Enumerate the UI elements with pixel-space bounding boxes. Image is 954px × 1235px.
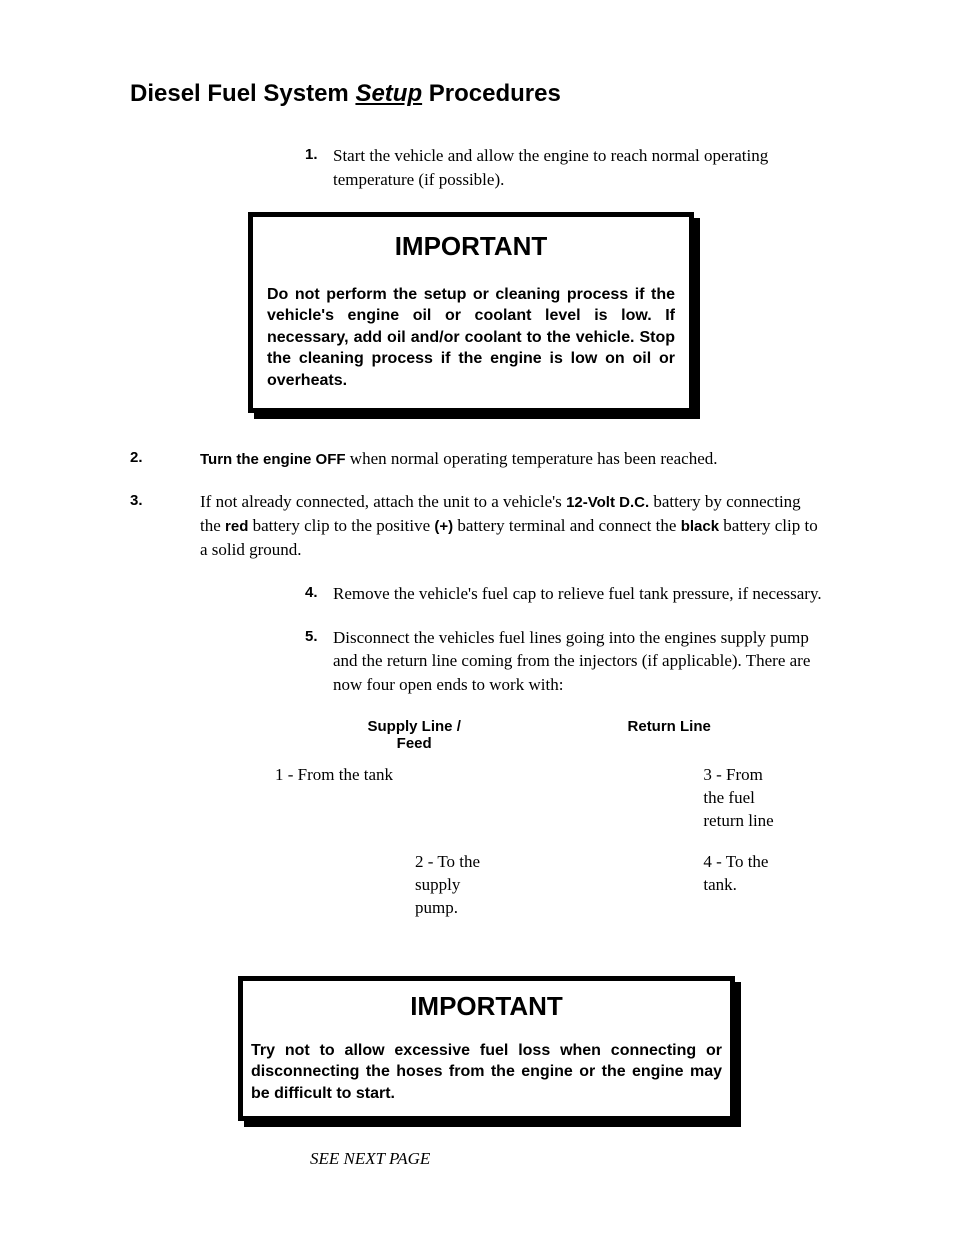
callout-2-body: Try not to allow excessive fuel loss whe… — [251, 1040, 722, 1105]
step-4-body: Remove the vehicle's fuel cap to relieve… — [333, 582, 824, 606]
callout-1-heading: IMPORTANT — [267, 231, 675, 262]
cell-return-2: 4 - To the tank. — [553, 849, 785, 936]
return-header-text: Return Line — [624, 718, 714, 735]
cell-supply-1: 1 - From the tank — [275, 762, 553, 849]
step-1: 1. Start the vehicle and allow the engin… — [305, 144, 824, 192]
title-suffix: Procedures — [422, 80, 561, 107]
page-title: Diesel Fuel System Setup Procedures — [130, 80, 824, 108]
step-3-body: If not already connected, attach the uni… — [200, 490, 824, 561]
table-row: 2 - To the supply pump. 4 - To the tank. — [275, 849, 785, 936]
document-page: Diesel Fuel System Setup Procedures 1. S… — [0, 0, 954, 1235]
col-supply-header: Supply Line / Feed — [275, 717, 553, 762]
step-5-number: 5. — [305, 626, 333, 647]
table-header-row: Supply Line / Feed Return Line — [275, 717, 785, 762]
step-1-body: Start the vehicle and allow the engine t… — [333, 144, 824, 192]
step-2-lead: Turn the engine OFF — [200, 451, 346, 468]
s3-g: + — [439, 518, 448, 535]
line-table: Supply Line / Feed Return Line 1 - From … — [275, 717, 785, 936]
supply-1-text: 1 - From the tank — [275, 764, 415, 787]
s3-a: If not already connected, attach the uni… — [200, 492, 566, 511]
step-2-rest: when normal operating temperature has be… — [346, 449, 718, 468]
s3-b: 12-Volt D.C. — [566, 494, 649, 511]
callout-2-heading: IMPORTANT — [251, 991, 722, 1022]
s3-e: battery clip to the positive — [248, 516, 434, 535]
see-next-page: SEE NEXT PAGE — [310, 1149, 824, 1169]
s3-d: red — [225, 518, 248, 535]
return-1-text: 3 - From the fuel return line — [703, 764, 778, 833]
line-ends-table: Supply Line / Feed Return Line 1 - From … — [275, 717, 824, 936]
step-4: 4. Remove the vehicle's fuel cap to reli… — [305, 582, 824, 606]
step-5-body: Disconnect the vehicles fuel lines going… — [333, 626, 824, 697]
important-callout-2: IMPORTANT Try not to allow excessive fue… — [238, 976, 735, 1122]
step-3-number: 3. — [130, 490, 200, 511]
return-2-text: 4 - To the tank. — [703, 851, 778, 897]
callout-box: IMPORTANT Do not perform the setup or cl… — [248, 212, 694, 413]
step-2-number: 2. — [130, 447, 200, 468]
callout-box: IMPORTANT Try not to allow excessive fue… — [238, 976, 735, 1122]
supply-header-text: Supply Line / Feed — [364, 718, 464, 752]
step-2: 2. Turn the engine OFF when normal opera… — [130, 447, 824, 471]
cell-return-1: 3 - From the fuel return line — [553, 762, 785, 849]
callout-1-body: Do not perform the setup or cleaning pro… — [267, 284, 675, 392]
s3-j: black — [681, 518, 719, 535]
title-italic: Setup — [355, 80, 422, 107]
s3-i: battery terminal and connect the — [453, 516, 681, 535]
supply-2-text: 2 - To the supply pump. — [415, 851, 495, 920]
step-3: 3. If not already connected, attach the … — [130, 490, 824, 561]
step-5: 5. Disconnect the vehicles fuel lines go… — [305, 626, 824, 697]
step-2-body: Turn the engine OFF when normal operatin… — [200, 447, 824, 471]
cell-supply-2: 2 - To the supply pump. — [275, 849, 553, 936]
table-row: 1 - From the tank 3 - From the fuel retu… — [275, 762, 785, 849]
title-prefix: Diesel Fuel System — [130, 80, 355, 107]
step-4-number: 4. — [305, 582, 333, 603]
important-callout-1: IMPORTANT Do not perform the setup or cl… — [248, 212, 694, 413]
step-1-number: 1. — [305, 144, 333, 165]
col-return-header: Return Line — [553, 717, 785, 762]
